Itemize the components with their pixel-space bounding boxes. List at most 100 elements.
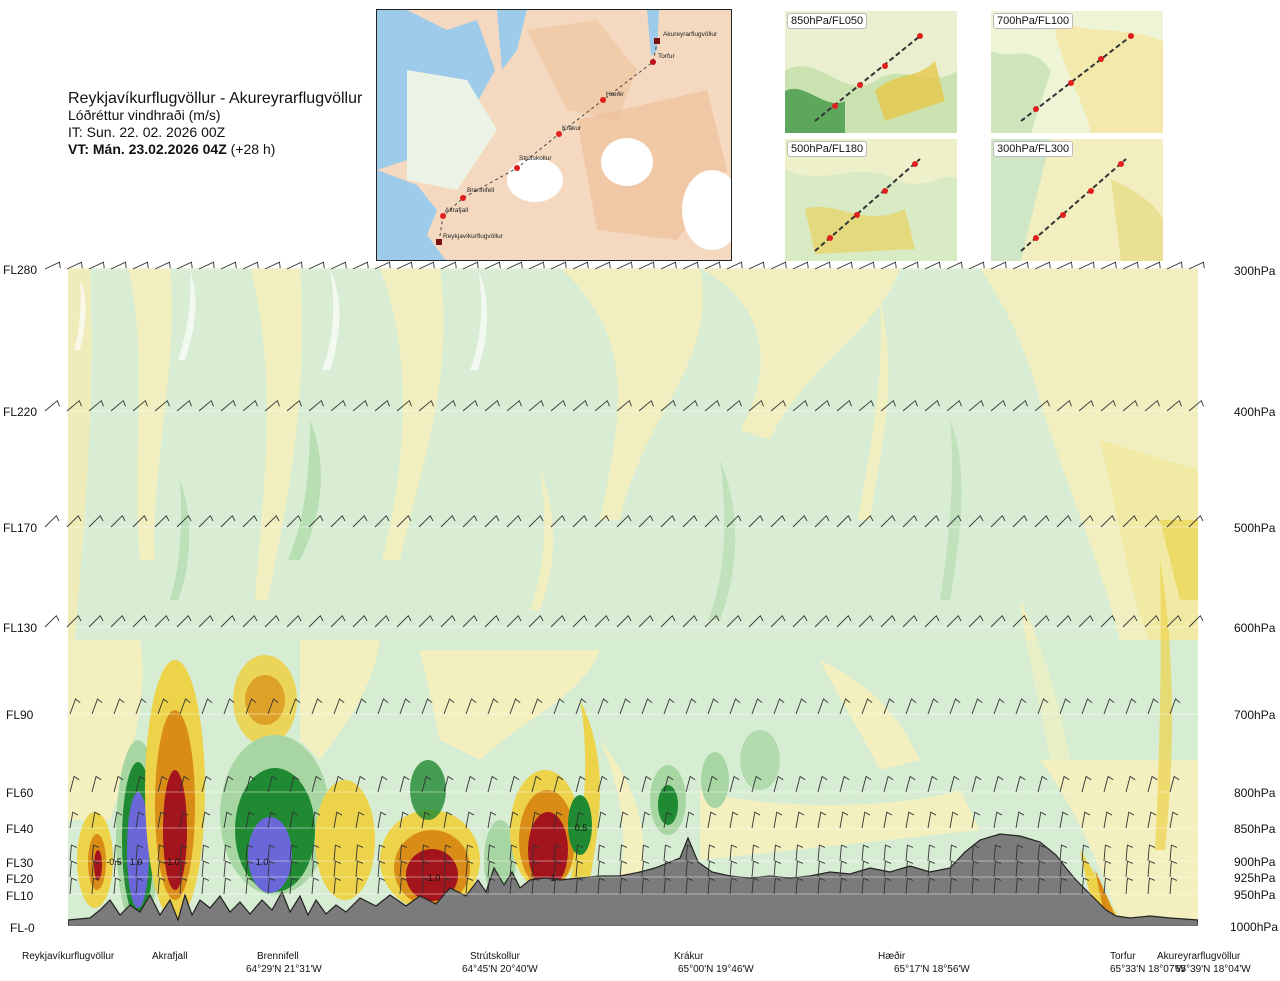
wind-barb-457 xyxy=(971,860,980,878)
contour-label-2: -1.0 xyxy=(164,857,180,867)
loc-torfur: Torfur xyxy=(1110,951,1136,962)
fl-label-30: FL30 xyxy=(6,856,34,870)
wind-barb-19 xyxy=(462,261,479,270)
wind-barb-437 xyxy=(531,860,540,878)
wind-barb-46 xyxy=(1056,261,1073,270)
map-label-akureyri: Akureyrarflugvöllur xyxy=(663,31,718,38)
wind-barb-76 xyxy=(550,399,566,412)
wind-barb-376 xyxy=(311,844,320,862)
wind-barb-228 xyxy=(421,698,433,715)
wind-barb-234 xyxy=(553,698,565,715)
wind-barb-416 xyxy=(69,860,78,878)
wind-barb-275 xyxy=(333,775,344,793)
fl-label-40: FL40 xyxy=(6,822,34,836)
wind-barb-118 xyxy=(308,514,324,528)
wind-barb-418 xyxy=(113,860,122,878)
wind-barb-42 xyxy=(968,261,985,270)
wind-barb-127 xyxy=(506,514,522,528)
wind-barb-299 xyxy=(861,775,872,793)
wind-barb-142 xyxy=(836,514,852,528)
wind-barb-413 xyxy=(1125,844,1134,862)
wind-barb-8 xyxy=(220,261,237,270)
wind-barb-119 xyxy=(330,514,346,528)
wind-barb-495 xyxy=(685,877,694,895)
wind-barb-237 xyxy=(619,698,631,715)
map-label-strutskollur: Strútskollur xyxy=(519,155,552,162)
wind-barb-386 xyxy=(531,844,540,862)
wind-barb-44 xyxy=(1012,261,1029,270)
wind-barb-147 xyxy=(946,514,962,528)
route-map[interactable]: Akureyrarflugvöllur Torfur Hæðir Krákur … xyxy=(376,9,732,261)
wind-barb-509 xyxy=(993,877,1002,895)
minimap-700[interactable]: 700hPa/FL100 xyxy=(991,11,1163,133)
wind-barb-415 xyxy=(1169,844,1178,862)
wind-barb-255 xyxy=(1015,698,1027,715)
wind-barb-59 xyxy=(176,399,192,412)
wind-barb-188 xyxy=(682,614,698,628)
wind-barb-433 xyxy=(443,860,452,878)
coord-brennifell: 64°29'N 21°31'W xyxy=(246,964,322,975)
wind-barb-103 xyxy=(1144,399,1160,412)
loc-akureyri: Akureyrarflugvöllur xyxy=(1157,951,1241,962)
wind-barb-389 xyxy=(597,844,606,862)
wind-barb-208 xyxy=(1122,614,1138,628)
wind-barb-383 xyxy=(465,844,474,862)
wind-barb-309 xyxy=(1081,775,1092,793)
wind-barb-478 xyxy=(311,877,320,895)
wind-barb-266 xyxy=(135,775,146,793)
loc-haedir: Hæðir xyxy=(878,951,906,962)
wind-barb-292 xyxy=(707,775,718,793)
wind-barb-427 xyxy=(311,860,320,878)
wind-barb-156 xyxy=(1144,514,1160,528)
wind-barb-308 xyxy=(1059,775,1070,793)
wind-barb-154 xyxy=(1100,514,1116,528)
wind-barb-347 xyxy=(795,811,805,829)
minimap-850-label: 850hPa/FL050 xyxy=(787,13,868,29)
wind-barb-429 xyxy=(355,860,364,878)
plot-fields xyxy=(68,268,1198,926)
wind-barb-143 xyxy=(858,514,874,528)
wind-barb-113 xyxy=(198,514,214,528)
wind-barb-26 xyxy=(616,261,633,270)
wind-barb-43 xyxy=(990,261,1007,270)
wind-barb-166 xyxy=(198,614,214,628)
wind-barb-6 xyxy=(176,261,193,270)
minimap-300[interactable]: 300hPa/FL300 xyxy=(991,139,1163,261)
wind-barb-423 xyxy=(223,860,232,878)
wind-barb-2 xyxy=(88,261,105,270)
wind-barb-443 xyxy=(663,860,672,878)
pressure-label-800: 800hPa xyxy=(1234,786,1276,800)
wind-barb-45 xyxy=(1034,261,1051,270)
wind-barb-507 xyxy=(949,877,958,895)
wind-barb-504 xyxy=(883,877,892,895)
wind-barb-132 xyxy=(616,514,632,528)
wind-barb-126 xyxy=(484,514,500,528)
wind-barb-426 xyxy=(289,860,298,878)
wind-barb-505 xyxy=(905,877,914,895)
wind-barb-24 xyxy=(572,261,589,270)
wind-barb-399 xyxy=(817,844,826,862)
minimap-300-graphic xyxy=(991,139,1163,261)
wind-barb-306 xyxy=(1015,775,1026,793)
wind-barbs xyxy=(44,261,1205,895)
wind-barb-58 xyxy=(154,399,170,412)
wind-barb-175 xyxy=(396,614,412,628)
wind-barb-372 xyxy=(223,844,232,862)
wind-barb-202 xyxy=(990,614,1006,628)
wind-barb-129 xyxy=(550,514,566,528)
wind-barb-488 xyxy=(531,877,540,895)
wind-barb-436 xyxy=(509,860,518,878)
wind-barb-65 xyxy=(308,399,324,412)
wind-barb-86 xyxy=(770,399,786,412)
wind-barb-51 xyxy=(1166,261,1183,270)
minimap-850[interactable]: 850hPa/FL050 xyxy=(785,11,957,133)
wind-barb-96 xyxy=(990,399,1006,412)
cross-section-chart[interactable]: -0.5 1.0 -1.0 1.0 1.0 1 0.5 xyxy=(0,255,1280,981)
wind-barb-239 xyxy=(663,698,675,715)
wind-barb-211 xyxy=(1188,614,1204,628)
wind-barb-68 xyxy=(374,399,390,412)
variable-title: Lóðréttur vindhraði (m/s) xyxy=(68,107,221,123)
wind-barb-384 xyxy=(487,844,496,862)
minimap-500[interactable]: 500hPa/FL180 xyxy=(785,139,957,261)
wind-barb-101 xyxy=(1100,399,1116,412)
